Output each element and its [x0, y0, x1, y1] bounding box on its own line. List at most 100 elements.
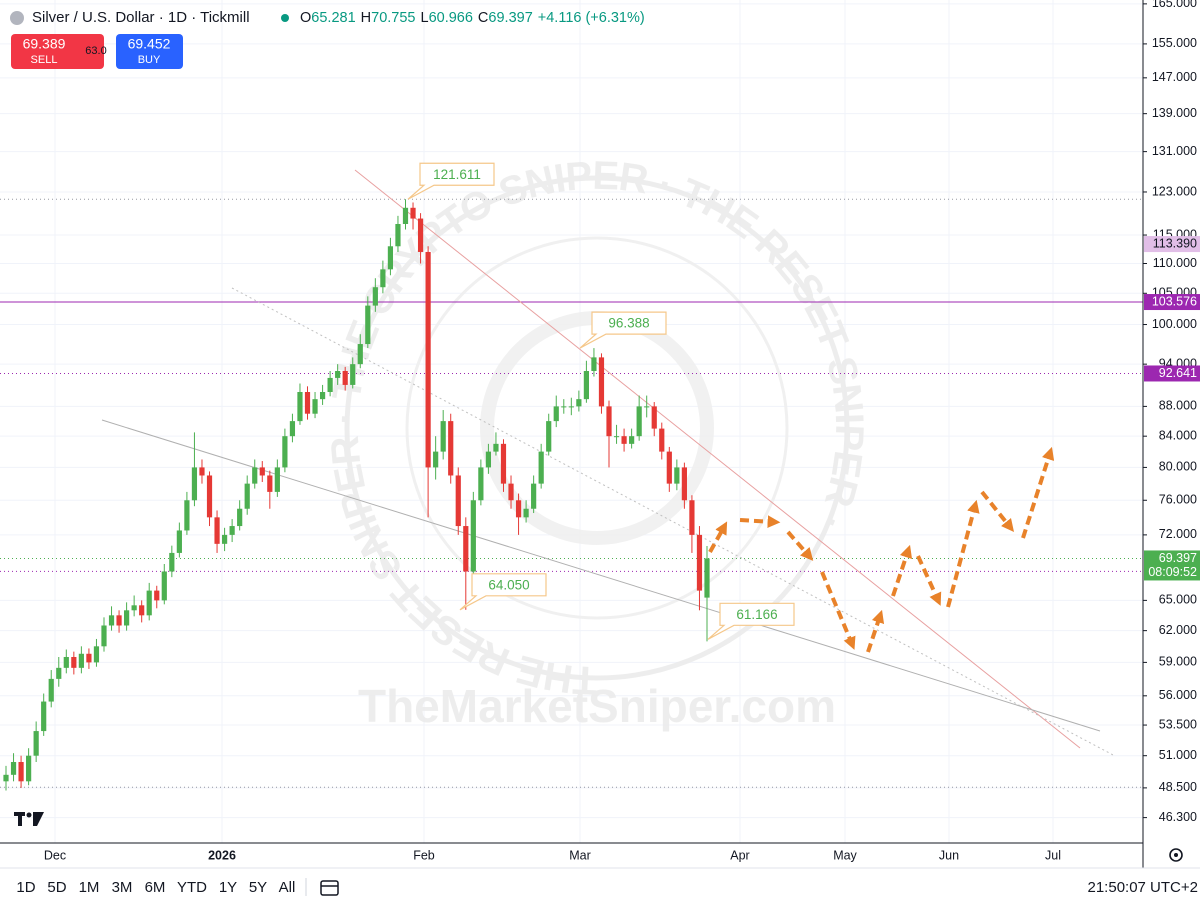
candle-body [606, 406, 612, 437]
candle-body [500, 443, 507, 484]
ohlc-key: O [300, 10, 311, 26]
candle-body [591, 357, 597, 372]
candle-body [282, 436, 288, 468]
price-axis [1143, 0, 1200, 843]
candle-body [18, 762, 24, 782]
candle-body [221, 534, 228, 544]
calendar-icon [320, 880, 339, 896]
y-tick-label: 62.000 [1159, 623, 1197, 637]
ohlc-value: 65.281 [311, 10, 355, 26]
projection-arrow [708, 521, 728, 553]
range-button[interactable]: 1M [79, 879, 100, 896]
x-tick-label: Dec [44, 848, 66, 862]
candle-body [583, 371, 589, 400]
trend-line [354, 169, 1081, 749]
buy-button[interactable] [116, 34, 183, 69]
x-tick-label: Feb [413, 848, 435, 862]
candle-body [613, 436, 620, 438]
range-button[interactable]: 5Y [249, 879, 267, 896]
y-tick-label: 51.000 [1159, 748, 1197, 762]
ohlc-key: H [361, 10, 371, 26]
trend-line [231, 287, 1116, 757]
candle-body [116, 615, 122, 626]
candle-body [229, 526, 235, 535]
candle-body [523, 508, 529, 518]
sell-price: 69.389 [23, 36, 66, 52]
logo-part [18, 812, 22, 826]
candle-body [576, 399, 582, 407]
range-button[interactable]: 3M [112, 879, 133, 896]
callout-box [579, 311, 667, 349]
candle-body [463, 526, 469, 572]
callout-label: 61.166 [736, 607, 777, 622]
candle-body [342, 371, 348, 385]
y-tick-label: 48.500 [1159, 780, 1197, 794]
projection-arrow [891, 544, 913, 597]
candle-body [274, 467, 280, 492]
y-tick-label: 76.000 [1159, 493, 1197, 507]
projection-arrow [820, 571, 856, 650]
range-button[interactable]: YTD [177, 879, 207, 896]
candle-body [131, 605, 137, 611]
trade-panel: 69.389 SELL 63.0 69.452 BUY [11, 34, 183, 69]
range-button[interactable]: All [279, 879, 296, 896]
candle-body [41, 701, 47, 732]
candle-body [636, 406, 642, 437]
price-label-box [1144, 294, 1200, 311]
candle-body [515, 500, 522, 518]
candle-body [297, 391, 303, 422]
candle-body [244, 483, 250, 509]
candle-body [93, 646, 100, 663]
candle-body [357, 344, 363, 365]
candle-body [139, 605, 145, 616]
candle-body [161, 571, 167, 601]
callouts: 121.611 96.388 64.050 61.166 [407, 162, 795, 640]
candle-body [629, 436, 635, 444]
candle-body [237, 508, 243, 527]
grid [0, 0, 1143, 843]
x-tick-label: May [833, 848, 857, 862]
range-button[interactable]: 5D [47, 879, 66, 896]
range-button[interactable]: 1Y [219, 879, 237, 896]
projection-arrow [946, 499, 980, 608]
projection-arrow [739, 515, 781, 529]
range-button[interactable]: 6M [145, 879, 166, 896]
sell-button[interactable] [11, 34, 104, 69]
candle-body [259, 467, 265, 476]
callout-box [707, 602, 795, 640]
projection-arrow [916, 555, 942, 606]
watermark-ring [405, 236, 789, 620]
projection-arrow [1021, 446, 1055, 539]
callout-label: 96.388 [608, 316, 649, 331]
price-label: 92.641 [1159, 366, 1197, 380]
candle-body [26, 755, 32, 782]
candle-body [448, 421, 454, 476]
range-button[interactable]: 1D [16, 879, 35, 896]
y-tick-label: 88.000 [1159, 399, 1197, 413]
candle-body [553, 406, 559, 422]
candle-body [63, 656, 69, 668]
callout-label: 121.611 [433, 167, 481, 182]
candle-body [531, 483, 537, 509]
candle-body [335, 371, 341, 378]
y-tick-label: 84.000 [1159, 428, 1197, 442]
candle-body [568, 406, 574, 408]
logo-part [26, 812, 32, 818]
trend-line [101, 419, 1101, 732]
buy-price: 69.452 [128, 36, 171, 52]
candle-body [455, 475, 461, 527]
calendar-button[interactable] [320, 880, 339, 896]
candle-body [470, 500, 476, 572]
candle-body [621, 436, 627, 444]
settings-button[interactable] [1169, 848, 1183, 862]
x-tick-label: 2026 [208, 848, 236, 862]
candle-body [184, 500, 190, 531]
candle-body [176, 530, 182, 553]
candle-body [365, 305, 371, 345]
price-label: 103.576 [1152, 294, 1197, 308]
ohlc-change: +4.116 (+6.31%) [538, 10, 645, 26]
symbol: Silver / U.S. Dollar · 1D · Tickmill [32, 9, 250, 26]
candle-body [651, 406, 657, 429]
candle-body [78, 653, 84, 668]
